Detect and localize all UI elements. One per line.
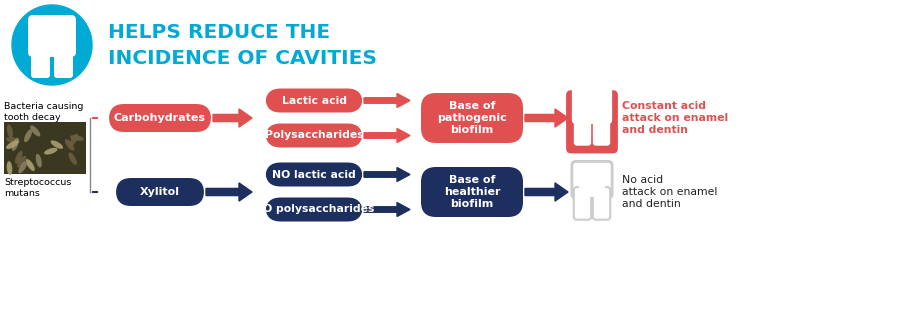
FancyBboxPatch shape bbox=[36, 39, 68, 57]
FancyArrow shape bbox=[364, 203, 410, 217]
Ellipse shape bbox=[17, 156, 26, 168]
FancyBboxPatch shape bbox=[54, 45, 73, 78]
FancyBboxPatch shape bbox=[109, 104, 211, 132]
Ellipse shape bbox=[6, 140, 18, 149]
Text: Carbohydrates: Carbohydrates bbox=[114, 113, 206, 123]
Text: Base of
pathogenic
biofilm: Base of pathogenic biofilm bbox=[437, 101, 507, 135]
Text: Polysaccharides: Polysaccharides bbox=[265, 131, 364, 140]
FancyBboxPatch shape bbox=[266, 163, 363, 187]
FancyBboxPatch shape bbox=[572, 161, 612, 198]
Ellipse shape bbox=[12, 138, 19, 151]
FancyBboxPatch shape bbox=[116, 178, 204, 206]
FancyBboxPatch shape bbox=[266, 197, 363, 221]
Ellipse shape bbox=[65, 139, 75, 151]
Ellipse shape bbox=[26, 159, 35, 171]
FancyBboxPatch shape bbox=[574, 187, 591, 220]
Text: Constant acid
attack on enamel
and dentin: Constant acid attack on enamel and denti… bbox=[622, 101, 728, 135]
Ellipse shape bbox=[70, 135, 84, 141]
Text: No acid
attack on enamel
and dentin: No acid attack on enamel and dentin bbox=[622, 175, 717, 209]
FancyBboxPatch shape bbox=[266, 124, 363, 148]
FancyArrow shape bbox=[213, 109, 252, 127]
Text: Streptococcus
mutans: Streptococcus mutans bbox=[4, 178, 71, 198]
FancyBboxPatch shape bbox=[28, 15, 76, 57]
Ellipse shape bbox=[30, 125, 40, 137]
Ellipse shape bbox=[6, 161, 13, 175]
Ellipse shape bbox=[69, 134, 78, 146]
Text: Bacteria causing
tooth decay: Bacteria causing tooth decay bbox=[4, 102, 84, 122]
Ellipse shape bbox=[7, 124, 13, 138]
Text: NO polysaccharides: NO polysaccharides bbox=[254, 204, 374, 214]
Ellipse shape bbox=[36, 154, 41, 168]
Ellipse shape bbox=[15, 151, 22, 164]
FancyBboxPatch shape bbox=[421, 93, 523, 143]
Text: INCIDENCE OF CAVITIES: INCIDENCE OF CAVITIES bbox=[108, 49, 377, 68]
Ellipse shape bbox=[44, 148, 58, 155]
FancyArrow shape bbox=[364, 93, 410, 108]
Ellipse shape bbox=[6, 137, 20, 143]
Circle shape bbox=[12, 5, 92, 85]
FancyBboxPatch shape bbox=[566, 90, 618, 153]
FancyBboxPatch shape bbox=[4, 122, 86, 174]
FancyArrow shape bbox=[206, 183, 252, 201]
FancyBboxPatch shape bbox=[574, 113, 591, 146]
FancyBboxPatch shape bbox=[31, 45, 50, 78]
FancyArrow shape bbox=[525, 109, 568, 127]
FancyBboxPatch shape bbox=[593, 113, 610, 146]
FancyBboxPatch shape bbox=[266, 89, 363, 113]
FancyBboxPatch shape bbox=[593, 187, 610, 220]
FancyArrow shape bbox=[364, 167, 410, 181]
FancyBboxPatch shape bbox=[579, 108, 606, 123]
FancyArrow shape bbox=[364, 129, 410, 142]
Ellipse shape bbox=[24, 129, 32, 142]
Text: HELPS REDUCE THE: HELPS REDUCE THE bbox=[108, 22, 330, 42]
Text: NO lactic acid: NO lactic acid bbox=[272, 170, 356, 180]
Ellipse shape bbox=[50, 140, 63, 149]
FancyBboxPatch shape bbox=[421, 167, 523, 217]
Ellipse shape bbox=[18, 161, 27, 173]
FancyBboxPatch shape bbox=[579, 182, 606, 197]
FancyArrow shape bbox=[525, 183, 568, 201]
Text: Base of
healthier
biofilm: Base of healthier biofilm bbox=[444, 175, 500, 209]
Ellipse shape bbox=[68, 152, 76, 165]
FancyBboxPatch shape bbox=[572, 87, 612, 124]
Text: Xylitol: Xylitol bbox=[140, 187, 180, 197]
Text: Lactic acid: Lactic acid bbox=[282, 95, 346, 106]
